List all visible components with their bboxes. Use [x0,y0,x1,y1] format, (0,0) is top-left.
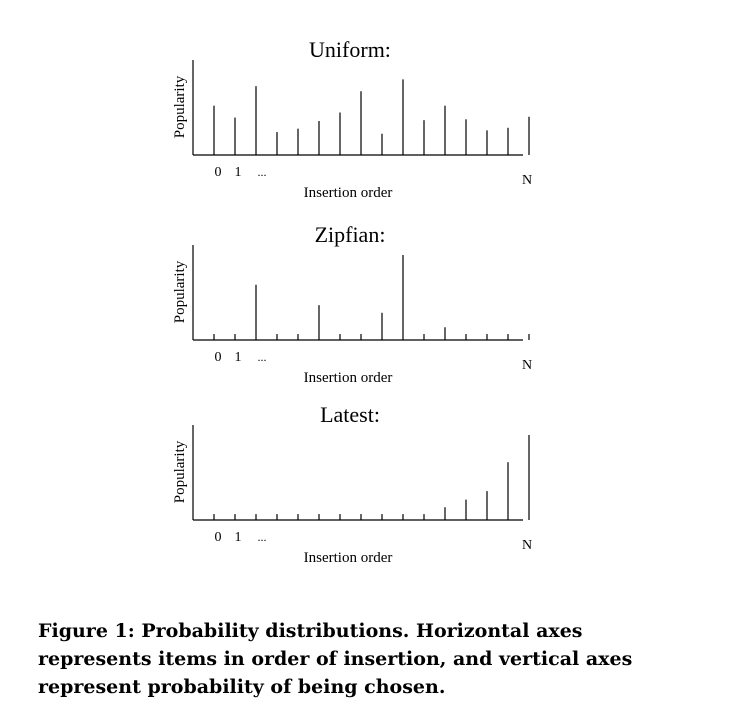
tick-label-n-1: N [522,358,532,373]
tick-label-n-0: N [522,173,532,188]
y-axis-label-0: Popularity [172,75,188,138]
tick-label-1-1: 1 [235,350,242,365]
x-axis-label-0: Insertion order [304,185,393,201]
panel-title-2: Latest: [320,402,380,427]
x-axis-label-2: Insertion order [304,550,393,566]
tick-label-ellipsis-2: ... [258,530,267,544]
panel-title-1: Zipfian: [315,222,386,247]
tick-label-n-2: N [522,538,532,553]
tick-label-0-2: 0 [215,530,222,545]
figure-caption: Figure 1: Probability distributions. Hor… [38,620,633,698]
panel-title-0: Uniform: [309,37,391,62]
tick-label-1-0: 1 [235,165,242,180]
x-axis-label-1: Insertion order [304,370,393,386]
y-axis-label-2: Popularity [172,440,188,503]
tick-label-ellipsis-0: ... [258,165,267,179]
y-axis-label-1: Popularity [172,260,188,323]
tick-label-0-0: 0 [215,165,222,180]
tick-label-1-2: 1 [235,530,242,545]
tick-label-0-1: 0 [215,350,222,365]
tick-label-ellipsis-1: ... [258,350,267,364]
